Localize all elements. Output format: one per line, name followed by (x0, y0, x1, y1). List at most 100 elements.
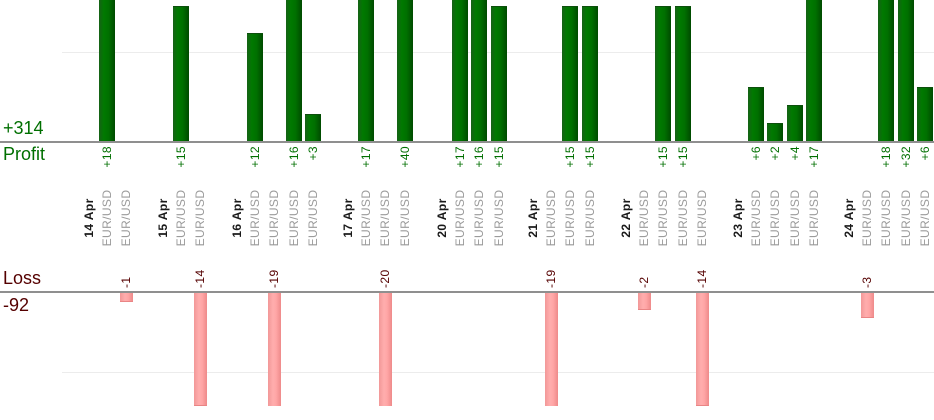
symbol-label: EUR/USD (398, 189, 412, 247)
symbol-label: EUR/USD (359, 189, 373, 247)
loss-bar (120, 293, 133, 302)
profit-axis-line (0, 141, 934, 143)
date-label: 17 Apr (341, 198, 355, 238)
profit-bar (787, 105, 803, 142)
profit-value-label: +40 (398, 146, 412, 168)
profit-bar (397, 0, 413, 142)
profit-bar (99, 0, 115, 142)
profit-axis-label: Profit (3, 144, 46, 164)
profit-value-label: +32 (899, 146, 913, 168)
profit-value-label: +6 (749, 146, 763, 161)
profit-bar (358, 0, 374, 142)
symbol-label: EUR/USD (287, 189, 301, 247)
profit-value-label: +15 (676, 146, 690, 168)
profit-bar (247, 33, 263, 142)
loss-bar (861, 293, 874, 318)
profit-bar (471, 0, 487, 142)
loss-bar (696, 293, 709, 406)
profit-value-label: +6 (918, 146, 932, 161)
profit-bar (748, 87, 764, 142)
symbol-label: EUR/USD (453, 189, 467, 247)
loss-value-label: -3 (860, 276, 874, 288)
loss-value-label: -19 (544, 269, 558, 288)
date-label: 16 Apr (230, 198, 244, 238)
profit-bar (806, 0, 822, 142)
loss-bar (545, 293, 558, 406)
profit-value-label: +15 (492, 146, 506, 168)
loss-gridline (62, 372, 934, 373)
date-label: 15 Apr (156, 198, 170, 238)
date-label: 24 Apr (842, 198, 856, 238)
symbol-label: EUR/USD (119, 189, 133, 247)
profit-value-label: +15 (563, 146, 577, 168)
loss-plot-area (0, 293, 934, 406)
loss-value-label: -14 (695, 269, 709, 288)
symbol-label: EUR/USD (100, 189, 114, 247)
loss-value-label: -19 (267, 269, 281, 288)
date-label: 20 Apr (435, 198, 449, 238)
profit-bar (173, 6, 189, 142)
loss-value-label: -1 (119, 276, 133, 288)
profit-value-label: +17 (807, 146, 821, 168)
loss-value-label: -2 (637, 276, 651, 288)
profit-value-label: +16 (287, 146, 301, 168)
symbol-label: EUR/USD (193, 189, 207, 247)
symbol-label: EUR/USD (637, 189, 651, 247)
profit-value-label: +17 (359, 146, 373, 168)
symbol-label: EUR/USD (248, 189, 262, 247)
loss-total: -92 (3, 295, 30, 315)
profit-bar (491, 6, 507, 142)
symbol-label: EUR/USD (267, 189, 281, 247)
profit-value-label: +15 (174, 146, 188, 168)
loss-axis-label: Loss (3, 268, 42, 288)
loss-axis-line (0, 291, 934, 293)
symbol-label: EUR/USD (807, 189, 821, 247)
symbol-label: EUR/USD (583, 189, 597, 247)
profit-bar (878, 0, 894, 142)
symbol-label: EUR/USD (472, 189, 486, 247)
symbol-label: EUR/USD (563, 189, 577, 247)
loss-value-label: -20 (378, 269, 392, 288)
profit-value-label: +15 (583, 146, 597, 168)
profit-value-label: +17 (453, 146, 467, 168)
symbol-label: EUR/USD (544, 189, 558, 247)
loss-value-label: -14 (193, 269, 207, 288)
profit-total: +314 (3, 118, 44, 138)
symbol-label: EUR/USD (656, 189, 670, 247)
profit-bar (898, 0, 914, 142)
symbol-label: EUR/USD (860, 189, 874, 247)
date-label: 23 Apr (731, 198, 745, 238)
symbol-label: EUR/USD (918, 189, 932, 247)
symbol-label: EUR/USD (676, 189, 690, 247)
profit-plot-area (0, 0, 934, 142)
symbol-label: EUR/USD (378, 189, 392, 247)
loss-bar (268, 293, 281, 406)
symbol-label: EUR/USD (695, 189, 709, 247)
symbol-label: EUR/USD (749, 189, 763, 247)
profit-bar (675, 6, 691, 142)
symbol-label: EUR/USD (306, 189, 320, 247)
profit-bar (767, 123, 783, 142)
symbol-label: EUR/USD (879, 189, 893, 247)
profit-value-label: +16 (472, 146, 486, 168)
symbol-label: EUR/USD (788, 189, 802, 247)
profit-bar (655, 6, 671, 142)
profit-value-label: +2 (768, 146, 782, 161)
profit-bar (305, 114, 321, 142)
profit-bar (452, 0, 468, 142)
symbol-label: EUR/USD (492, 189, 506, 247)
profit-value-label: +4 (788, 146, 802, 161)
loss-bar (638, 293, 651, 310)
profit-bar (286, 0, 302, 142)
symbol-label: EUR/USD (899, 189, 913, 247)
date-label: 21 Apr (526, 198, 540, 238)
symbol-label: EUR/USD (174, 189, 188, 247)
date-label: 14 Apr (82, 198, 96, 238)
profit-value-label: +12 (248, 146, 262, 168)
profit-value-label: +15 (656, 146, 670, 168)
date-label: 22 Apr (619, 198, 633, 238)
profit-value-label: +18 (100, 146, 114, 168)
profit-bar (562, 6, 578, 142)
profit-value-label: +18 (879, 146, 893, 168)
